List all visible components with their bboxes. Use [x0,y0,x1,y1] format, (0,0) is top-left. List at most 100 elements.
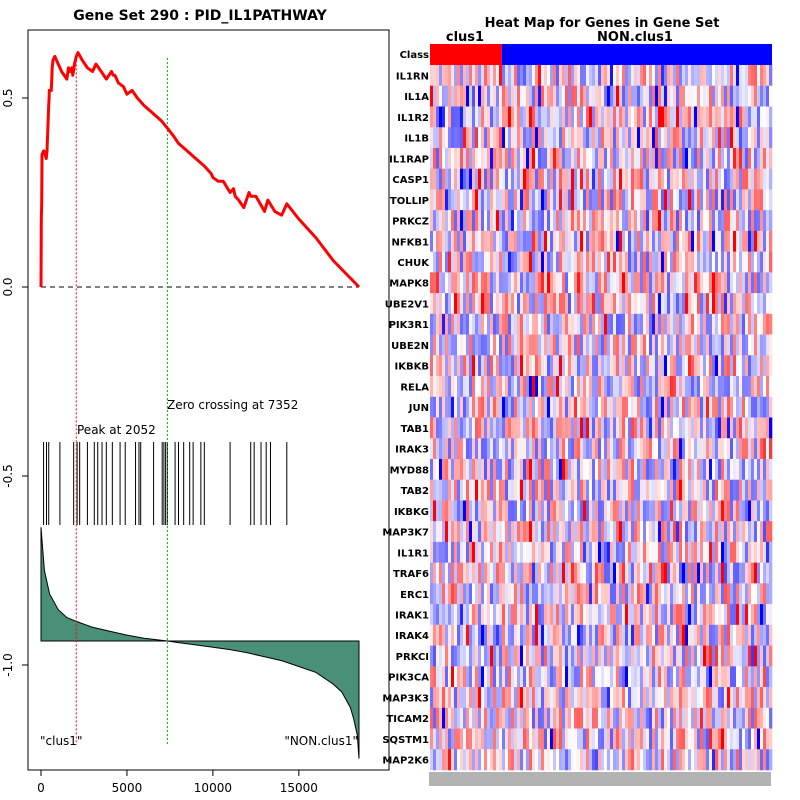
heat-cell [526,376,530,398]
heat-cell [493,313,497,335]
heat-cell [481,127,485,149]
heat-cell [541,666,545,688]
heat-cell [700,85,704,107]
heat-cell [484,687,488,709]
heat-cell [670,127,674,149]
heat-cell [685,500,689,522]
heat-cell [514,147,518,169]
heat-cell [433,210,437,232]
heat-cell [499,707,503,729]
heat-cell [631,666,635,688]
heat-cell [466,168,470,190]
heat-cell [652,85,656,107]
heat-cell [673,189,677,211]
heat-cell [742,645,746,667]
heat-cell [763,396,767,418]
heat-cell [517,458,521,481]
heat-cell [634,85,638,107]
heat-cell [727,500,731,522]
heat-cell [691,707,695,729]
heat-cell [766,168,770,190]
heat-cell [604,147,608,169]
heat-cell [451,106,455,128]
heat-cell [493,355,497,377]
heat-cell [451,230,455,252]
heat-cell [661,728,665,750]
heat-cell [580,645,584,667]
heat-cell [652,417,656,439]
heat-cell [451,251,455,273]
heat-cell [745,687,749,709]
heat-cell [631,189,635,211]
heat-cell [679,313,683,335]
heat-cell [508,479,512,501]
heat-cell [571,624,575,646]
heat-cell [574,624,578,646]
heat-cell [502,583,506,605]
heat-cell [484,106,488,128]
heat-cell [571,189,575,211]
heat-cell [586,106,590,128]
heat-cell [703,106,707,128]
heat-cell [763,521,767,543]
gene-labels: IL1RNIL1AIL1R2IL1BIL1RAPCASP1TOLLIPPRKCZ… [382,71,430,766]
heat-cell [568,376,572,398]
heat-cell [595,687,599,709]
heat-cell [718,562,722,584]
heat-cell [655,438,659,460]
heat-cell [676,749,680,771]
heat-cell [478,749,482,771]
heat-cell [595,293,599,315]
heat-cell [664,749,668,771]
heat-cell [478,458,482,481]
heat-cell [436,521,440,543]
heat-cell [511,396,515,418]
heat-cell [751,562,755,584]
heat-cell [580,458,584,481]
heat-cell [505,583,509,605]
heat-cell [571,645,575,667]
heat-cell [658,749,662,771]
heat-cell [706,645,710,667]
heat-cell [697,645,701,667]
heat-cell [685,583,689,605]
heat-cell [577,500,581,522]
heat-cell [532,687,536,709]
heat-cell [577,624,581,646]
heat-cell [658,604,662,626]
heat-cell [439,313,443,335]
heat-cell [667,521,671,543]
heat-cell [742,230,746,252]
heat-cell [529,687,533,709]
heat-cell [766,666,770,688]
heat-cell [733,458,737,481]
heat-cell [655,334,659,356]
heat-cell [637,85,641,107]
heat-cell [574,251,578,273]
heat-cell [493,458,497,481]
heat-cell [532,313,536,335]
heat-cell [502,65,506,87]
heat-cell [682,458,686,481]
heat-cell [643,65,647,87]
heat-cell [553,210,557,232]
heat-cell [628,728,632,750]
heat-cell [589,251,593,273]
heat-cell [484,666,488,688]
heat-cell [457,272,461,294]
heat-cell [757,541,761,563]
heat-cell [526,272,530,294]
heat-cell [457,562,461,584]
heat-cell [727,417,731,439]
heat-cell [607,562,611,584]
heat-cell [454,168,458,190]
heat-cell [475,604,479,626]
heat-cell [616,666,620,688]
heat-cell [442,293,446,315]
heat-cell [718,624,722,646]
heat-cell [559,562,563,584]
heat-cell [634,645,638,667]
heat-cell [433,749,437,771]
heat-cell [646,562,650,584]
heat-cell [682,272,686,294]
